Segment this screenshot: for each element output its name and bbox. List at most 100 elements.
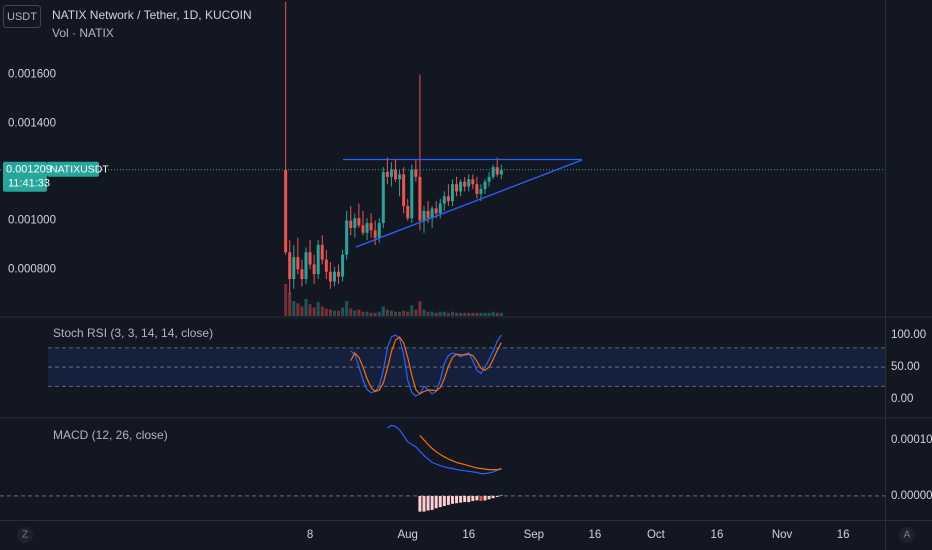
candle-body <box>487 176 491 182</box>
volume-bar <box>365 311 369 316</box>
macd-title: MACD (12, 26, close) <box>53 428 168 442</box>
volume-bar <box>459 312 463 316</box>
y-tick-label: 50.00 <box>891 361 920 373</box>
stoch-pane <box>48 334 885 397</box>
histogram-bar <box>459 495 463 503</box>
histogram-bar <box>471 495 475 501</box>
volume-bar <box>296 303 300 316</box>
y-tick-label: 0.000100 <box>891 434 932 446</box>
histogram-bar <box>483 495 487 501</box>
y-tick-label: 0.00 <box>891 393 913 405</box>
histogram-bar <box>434 495 438 509</box>
candle-body <box>385 171 389 177</box>
candle-body <box>402 174 406 207</box>
candle-body <box>479 189 483 194</box>
y-tick-label: 0.001400 <box>8 117 56 129</box>
volume-bar <box>442 311 446 316</box>
x-tick-label: Nov <box>772 529 793 541</box>
histogram-bar <box>438 495 442 508</box>
volume-bar <box>430 311 434 316</box>
histogram-bar <box>475 495 479 501</box>
candle-body <box>328 271 332 282</box>
currency-button[interactable] <box>3 5 41 28</box>
indicator-line <box>387 424 502 475</box>
histogram-bar <box>487 495 491 500</box>
candle-body <box>320 244 324 260</box>
candle-body <box>361 225 365 233</box>
volume-bar <box>304 298 308 316</box>
volume-bar <box>357 309 361 316</box>
candle-body <box>308 252 312 265</box>
volume-bar <box>292 301 296 316</box>
candle-body <box>463 181 467 187</box>
countdown: 11:41:33 <box>8 178 50 190</box>
timezone-button[interactable] <box>17 527 33 543</box>
candle-body <box>426 210 430 219</box>
candle-body <box>296 257 300 270</box>
trend-line[interactable] <box>355 159 583 248</box>
candle-body <box>467 179 471 187</box>
histogram-bar <box>463 495 467 503</box>
last-price: 0.001209 <box>6 164 52 176</box>
x-tick-label: Oct <box>647 529 666 541</box>
candle-body <box>381 171 385 224</box>
volume-bar <box>414 309 418 316</box>
candle-body <box>312 264 316 275</box>
auto-scale-button[interactable] <box>899 527 915 543</box>
candle-body <box>316 244 320 275</box>
x-tick-label: Aug <box>397 529 417 541</box>
candle-body <box>430 208 434 219</box>
volume-bar <box>418 301 422 316</box>
symbol-tag <box>47 161 99 177</box>
candle-body <box>377 223 381 238</box>
volume-bar <box>463 312 467 316</box>
volume-bar <box>446 312 450 316</box>
volume-bar <box>495 312 499 316</box>
symbol: NATIXUSDT <box>50 164 109 176</box>
y-tick-label: 100.00 <box>891 329 926 341</box>
candle-body <box>394 169 398 180</box>
histogram-bar <box>422 495 426 512</box>
candle-body <box>337 271 341 277</box>
volume-bar <box>328 309 332 316</box>
volume-bar <box>455 312 459 316</box>
candle-body <box>349 220 353 228</box>
candle-body <box>353 218 357 228</box>
x-tick-label: 16 <box>588 529 601 541</box>
candle-body <box>304 252 308 280</box>
volume-bar <box>394 311 398 316</box>
histogram-bar <box>495 495 499 497</box>
indicator-line <box>350 334 502 397</box>
candle-body <box>491 167 495 177</box>
volume-bar <box>324 308 328 316</box>
histogram-bar <box>426 495 430 511</box>
volume-bar <box>300 306 304 316</box>
volume-bar <box>450 311 454 316</box>
volume-bar <box>479 312 483 316</box>
candle-body <box>450 184 454 202</box>
histogram-bar <box>491 495 495 499</box>
volume-bar <box>369 312 373 316</box>
stoch-title: Stoch RSI (3, 3, 14, 14, close) <box>53 326 213 340</box>
axes: 0.000800 0.001000 0.001400 0.001600 0.001209… <box>3 69 932 541</box>
candle-body <box>365 223 369 233</box>
volume-bar <box>398 311 402 316</box>
volume-bar <box>353 310 357 316</box>
candle-body <box>332 271 336 282</box>
candle-body <box>459 181 463 192</box>
volume-bar <box>341 307 345 316</box>
volume-bar <box>308 304 312 316</box>
candle-body <box>406 206 410 219</box>
volume-bar <box>410 305 414 316</box>
histogram-bar <box>455 495 459 504</box>
volume-bar <box>312 307 316 316</box>
candle-body <box>357 218 361 226</box>
histogram-bar <box>467 495 471 503</box>
volume-bar <box>475 312 479 316</box>
candle-body <box>341 254 345 277</box>
candle-body <box>288 252 292 280</box>
indicator-line <box>419 435 502 471</box>
